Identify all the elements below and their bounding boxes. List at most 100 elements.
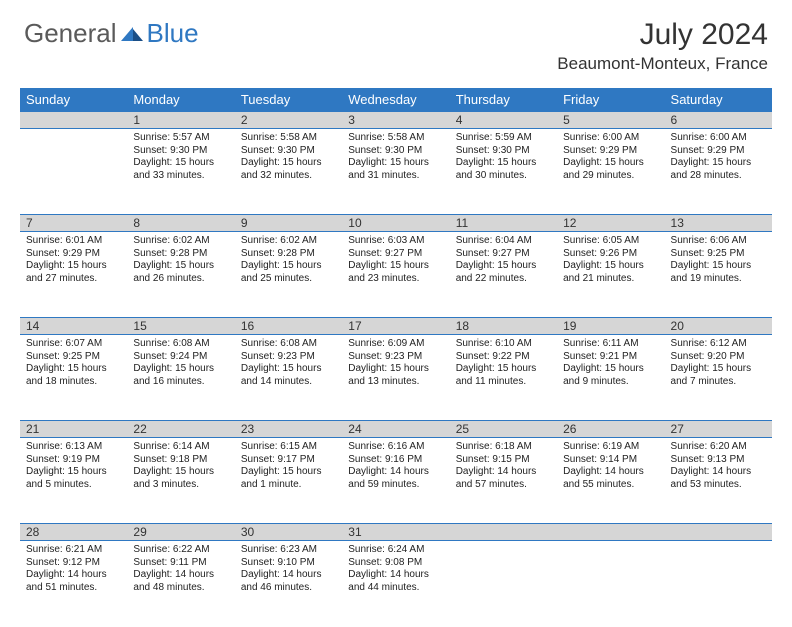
daylight-text-line1: Daylight: 14 hours (671, 466, 766, 479)
sunset-text: Sunset: 9:30 PM (241, 145, 336, 158)
sunrise-text: Sunrise: 5:58 AM (241, 132, 336, 145)
daylight-text-line2: and 7 minutes. (671, 376, 766, 389)
sunset-text: Sunset: 9:28 PM (241, 248, 336, 261)
daylight-text-line2: and 19 minutes. (671, 273, 766, 286)
daylight-text-line1: Daylight: 15 hours (456, 157, 551, 170)
daylight-text-line1: Daylight: 15 hours (133, 466, 228, 479)
sunrise-text: Sunrise: 6:06 AM (671, 235, 766, 248)
sunset-text: Sunset: 9:21 PM (563, 351, 658, 364)
day-detail-cell: Sunrise: 6:00 AMSunset: 9:29 PMDaylight:… (665, 129, 772, 215)
daylight-text-line2: and 28 minutes. (671, 170, 766, 183)
day-number-row: 78910111213 (20, 215, 772, 232)
sunrise-text: Sunrise: 6:24 AM (348, 544, 443, 557)
daylight-text-line1: Daylight: 14 hours (456, 466, 551, 479)
day-detail-cell: Sunrise: 5:58 AMSunset: 9:30 PMDaylight:… (342, 129, 449, 215)
daylight-text-line2: and 27 minutes. (26, 273, 121, 286)
day-detail-cell: Sunrise: 6:24 AMSunset: 9:08 PMDaylight:… (342, 541, 449, 627)
day-number-cell: 14 (20, 318, 127, 335)
daylight-text-line2: and 51 minutes. (26, 582, 121, 595)
daylight-text-line2: and 30 minutes. (456, 170, 551, 183)
sunset-text: Sunset: 9:23 PM (241, 351, 336, 364)
daylight-text-line1: Daylight: 14 hours (241, 569, 336, 582)
day-number-cell: 3 (342, 112, 449, 129)
daylight-text-line1: Daylight: 14 hours (26, 569, 121, 582)
daylight-text-line1: Daylight: 14 hours (348, 466, 443, 479)
sunrise-text: Sunrise: 6:04 AM (456, 235, 551, 248)
daylight-text-line1: Daylight: 15 hours (348, 260, 443, 273)
daylight-text-line1: Daylight: 15 hours (563, 260, 658, 273)
day-number-row: 14151617181920 (20, 318, 772, 335)
sunrise-text: Sunrise: 6:23 AM (241, 544, 336, 557)
sunset-text: Sunset: 9:16 PM (348, 454, 443, 467)
daylight-text-line2: and 23 minutes. (348, 273, 443, 286)
daylight-text-line1: Daylight: 14 hours (563, 466, 658, 479)
day-detail-cell: Sunrise: 6:09 AMSunset: 9:23 PMDaylight:… (342, 335, 449, 421)
sunset-text: Sunset: 9:27 PM (348, 248, 443, 261)
daylight-text-line1: Daylight: 15 hours (671, 157, 766, 170)
day-detail-row: Sunrise: 5:57 AMSunset: 9:30 PMDaylight:… (20, 129, 772, 215)
sunset-text: Sunset: 9:26 PM (563, 248, 658, 261)
day-detail-cell: Sunrise: 6:01 AMSunset: 9:29 PMDaylight:… (20, 232, 127, 318)
day-detail-cell: Sunrise: 6:11 AMSunset: 9:21 PMDaylight:… (557, 335, 664, 421)
daylight-text-line1: Daylight: 15 hours (133, 157, 228, 170)
day-number-cell: 25 (450, 421, 557, 438)
daylight-text-line1: Daylight: 15 hours (241, 260, 336, 273)
daylight-text-line1: Daylight: 15 hours (671, 363, 766, 376)
day-detail-row: Sunrise: 6:13 AMSunset: 9:19 PMDaylight:… (20, 438, 772, 524)
day-number-cell (557, 524, 664, 541)
day-detail-cell: Sunrise: 6:16 AMSunset: 9:16 PMDaylight:… (342, 438, 449, 524)
day-detail-cell: Sunrise: 6:02 AMSunset: 9:28 PMDaylight:… (127, 232, 234, 318)
day-detail-cell: Sunrise: 6:07 AMSunset: 9:25 PMDaylight:… (20, 335, 127, 421)
daylight-text-line2: and 53 minutes. (671, 479, 766, 492)
weekday-header: Friday (557, 88, 664, 112)
sunrise-text: Sunrise: 6:14 AM (133, 441, 228, 454)
sunset-text: Sunset: 9:10 PM (241, 557, 336, 570)
day-number-cell (20, 112, 127, 129)
day-detail-cell (450, 541, 557, 627)
daylight-text-line2: and 46 minutes. (241, 582, 336, 595)
day-detail-cell: Sunrise: 5:57 AMSunset: 9:30 PMDaylight:… (127, 129, 234, 215)
sunrise-text: Sunrise: 6:12 AM (671, 338, 766, 351)
logo-triangle-icon (119, 25, 145, 43)
daylight-text-line2: and 11 minutes. (456, 376, 551, 389)
sunset-text: Sunset: 9:13 PM (671, 454, 766, 467)
sunrise-text: Sunrise: 6:21 AM (26, 544, 121, 557)
day-number-cell: 16 (235, 318, 342, 335)
day-number-cell: 11 (450, 215, 557, 232)
logo-word-general: General (24, 18, 117, 49)
sunrise-text: Sunrise: 6:02 AM (133, 235, 228, 248)
day-number-cell: 5 (557, 112, 664, 129)
sunset-text: Sunset: 9:15 PM (456, 454, 551, 467)
daylight-text-line2: and 32 minutes. (241, 170, 336, 183)
daylight-text-line1: Daylight: 15 hours (133, 363, 228, 376)
day-detail-cell: Sunrise: 6:08 AMSunset: 9:23 PMDaylight:… (235, 335, 342, 421)
day-detail-cell (557, 541, 664, 627)
daylight-text-line2: and 33 minutes. (133, 170, 228, 183)
day-number-cell: 7 (20, 215, 127, 232)
sunset-text: Sunset: 9:14 PM (563, 454, 658, 467)
sunrise-text: Sunrise: 6:03 AM (348, 235, 443, 248)
weekday-header: Tuesday (235, 88, 342, 112)
day-detail-cell: Sunrise: 5:58 AMSunset: 9:30 PMDaylight:… (235, 129, 342, 215)
daylight-text-line1: Daylight: 15 hours (456, 260, 551, 273)
day-number-cell: 22 (127, 421, 234, 438)
day-detail-cell: Sunrise: 6:05 AMSunset: 9:26 PMDaylight:… (557, 232, 664, 318)
sunrise-text: Sunrise: 6:09 AM (348, 338, 443, 351)
sunset-text: Sunset: 9:27 PM (456, 248, 551, 261)
daylight-text-line1: Daylight: 15 hours (456, 363, 551, 376)
day-detail-cell: Sunrise: 6:13 AMSunset: 9:19 PMDaylight:… (20, 438, 127, 524)
sunset-text: Sunset: 9:28 PM (133, 248, 228, 261)
day-detail-cell: Sunrise: 6:15 AMSunset: 9:17 PMDaylight:… (235, 438, 342, 524)
day-detail-cell: Sunrise: 6:02 AMSunset: 9:28 PMDaylight:… (235, 232, 342, 318)
day-number-cell: 29 (127, 524, 234, 541)
sunrise-text: Sunrise: 6:13 AM (26, 441, 121, 454)
weekday-header: Saturday (665, 88, 772, 112)
sunrise-text: Sunrise: 6:16 AM (348, 441, 443, 454)
day-number-cell: 4 (450, 112, 557, 129)
sunrise-text: Sunrise: 6:08 AM (241, 338, 336, 351)
sunrise-text: Sunrise: 5:58 AM (348, 132, 443, 145)
day-number-cell: 21 (20, 421, 127, 438)
day-detail-cell: Sunrise: 6:20 AMSunset: 9:13 PMDaylight:… (665, 438, 772, 524)
daylight-text-line2: and 57 minutes. (456, 479, 551, 492)
sunset-text: Sunset: 9:12 PM (26, 557, 121, 570)
